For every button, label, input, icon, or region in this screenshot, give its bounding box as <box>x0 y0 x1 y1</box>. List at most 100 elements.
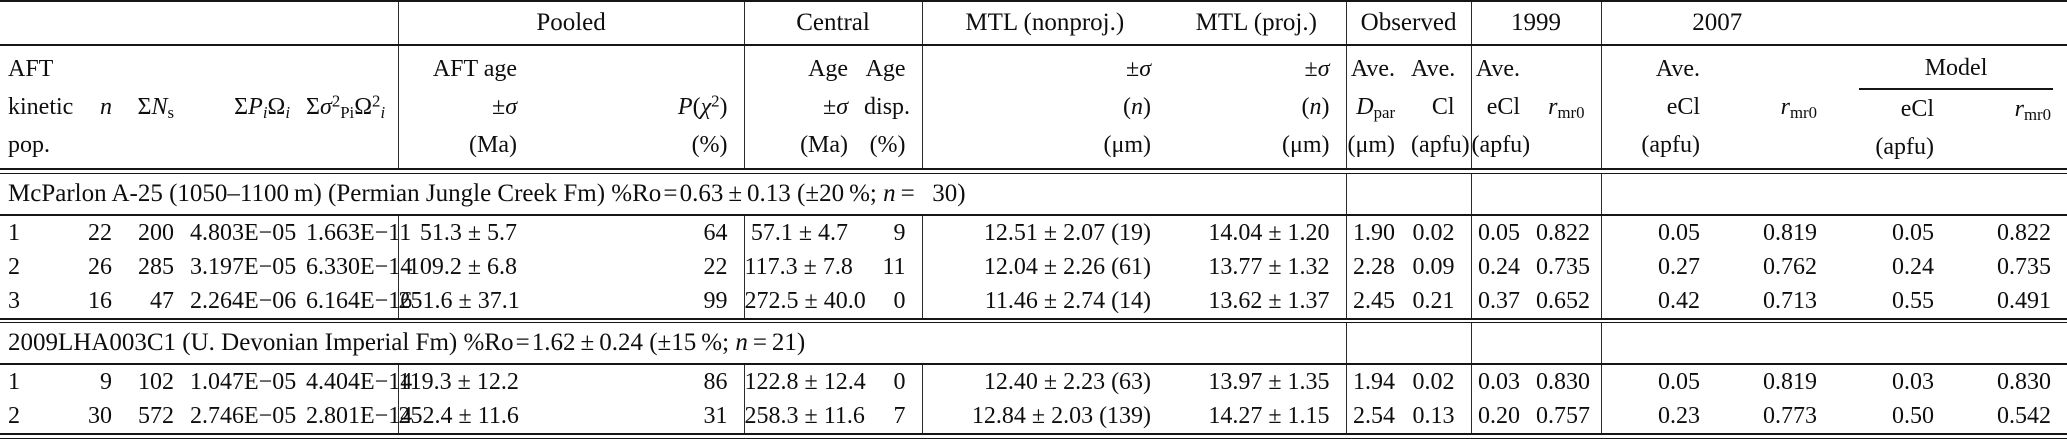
data-cell: 0.24 <box>1470 249 1537 284</box>
double-horizontal-rule <box>0 317 2067 323</box>
header-line: Ave. <box>1475 56 1521 82</box>
data-cell: 9 <box>893 219 906 246</box>
data-cell: 31 <box>703 403 728 429</box>
header-line: eCl rmr0 <box>1833 90 2067 128</box>
col-header-ecl-model: eCl <box>1900 96 1935 122</box>
table-body: McParlon A-25 (1050–1100 m) (Permian Jun… <box>0 168 2067 439</box>
data-cell: 0.05 <box>1600 365 1717 399</box>
data-cell: 3.197E−05 <box>190 253 297 280</box>
empty-cell <box>1600 173 2067 215</box>
data-cell: 0.652 <box>1536 287 1591 314</box>
col-header-pooled-age: AFT age ±σ (Ma) <box>397 45 534 169</box>
data-cell: 0.03 <box>1470 365 1537 399</box>
data-cell: 1.663E−11 <box>306 219 412 246</box>
data-cell: 2.264E−06 <box>190 287 297 314</box>
header-line: AFT <box>8 56 54 82</box>
col-header-sum-sigma-omega: Σσ2PiΩ2i <box>306 45 398 169</box>
data-cell: 86 <box>703 369 728 395</box>
data-cell: 0.50 <box>1892 403 1935 429</box>
data-cell: 99 <box>703 287 728 314</box>
data-cell: 6.164E−16 <box>306 287 413 314</box>
data-cell: 0.822 <box>1997 219 2052 246</box>
col-header-ecl-1999: Ave. eCl (apfu) <box>1470 45 1537 169</box>
header-line: Age <box>865 56 906 82</box>
data-cell: 64 <box>703 219 728 246</box>
data-cell: 572 <box>138 403 174 429</box>
data-cell: 13.77 ± 1.32 <box>1208 253 1330 280</box>
data-cell: 272.5 ± 40.0 <box>743 283 866 319</box>
data-cell: 12.84 ± 2.03 (139) <box>921 399 1168 434</box>
data-cell: 2.746E−05 <box>190 403 297 429</box>
header-line: ΣNs <box>137 94 174 123</box>
col-header-model-group: Model eCl rmr0 (apfu) <box>1833 45 2067 169</box>
data-cell: 0.55 <box>1892 287 1935 314</box>
data-cell: 2.54 <box>1345 399 1412 434</box>
data-cell: 0.20 <box>1470 399 1537 434</box>
data-cell: 0.42 <box>1600 283 1717 319</box>
data-cell: 119.3 ± 12.2 <box>397 365 534 399</box>
header-line: AFT age <box>432 56 518 82</box>
col-header-mtl-proj: ±σ (n) (μm) <box>1167 45 1346 169</box>
data-cell: 258.3 ± 11.6 <box>743 399 865 434</box>
data-cell: 0.09 <box>1412 253 1455 280</box>
col-header-rmr0-1999: rmr0 <box>1536 45 1601 169</box>
empty-cell <box>1600 322 2067 364</box>
header-line: ±σ <box>1304 56 1330 82</box>
group-header-mtl-nonproj: MTL (nonproj.) <box>921 1 1168 46</box>
data-cell: 12.40 ± 2.23 (63) <box>921 365 1168 399</box>
data-cell: 0.37 <box>1470 283 1537 319</box>
col-header-age-dispersion: Age disp. (%) <box>864 45 922 169</box>
data-cell: 4.803E−05 <box>190 219 297 246</box>
data-cell: 1 <box>8 369 20 395</box>
header-line <box>190 50 290 88</box>
data-cell: 0.21 <box>1412 287 1455 314</box>
data-cell: 57.1 ± 4.7 <box>743 215 865 250</box>
data-cell: 9 <box>100 369 112 395</box>
sample-header-row: McParlon A-25 (1050–1100 m) (Permian Jun… <box>0 173 2067 215</box>
data-cell: 12.04 ± 2.26 (61) <box>921 249 1168 284</box>
col-header-sum-pi-omega: ΣPiΩi <box>190 45 306 169</box>
header-line: rmr0 <box>1780 94 1818 123</box>
data-cell: 200 <box>138 219 174 246</box>
data-cell: 0.05 <box>1470 215 1537 250</box>
data-cell: 2.28 <box>1345 249 1412 284</box>
data-cell: 285 <box>138 253 174 280</box>
header-line: disp. <box>864 94 911 120</box>
group-header-mtl-proj: MTL (proj.) <box>1167 1 1347 46</box>
data-cell: 122.8 ± 12.4 <box>743 365 866 399</box>
double-horizontal-rule <box>0 317 2067 323</box>
empty-cell <box>1345 322 1472 364</box>
col-header-sum-ns: ΣNs <box>128 45 190 169</box>
empty-cell <box>1345 173 1472 215</box>
header-line: Ave. <box>1411 56 1456 82</box>
group-header-1999: 1999 <box>1470 1 1602 46</box>
header-line: Age <box>808 56 849 82</box>
header-line: (μm) <box>1347 132 1396 158</box>
col-header-cl: Ave. Cl (apfu) <box>1411 45 1471 169</box>
col-header-p-chi2: P(χ2) (%) <box>533 45 744 169</box>
header-line <box>533 50 728 88</box>
header-line: pop. <box>8 132 50 158</box>
header-line: (n) <box>1123 94 1152 120</box>
data-cell: 2.45 <box>1345 283 1412 319</box>
col-header-dpar: Ave. Dpar (μm) <box>1345 45 1412 169</box>
col-header-ecl-2007: Ave. eCl (apfu) <box>1600 45 1717 169</box>
header-line: (μm) <box>1282 132 1330 158</box>
header-line: P(χ2) <box>677 91 728 120</box>
header-line: Dpar <box>1356 94 1396 123</box>
data-cell: 1.90 <box>1345 215 1412 250</box>
group-header-2007: 2007 <box>1600 1 1834 46</box>
data-cell: 11 <box>882 253 906 280</box>
col-header-central-age: Age ±σ (Ma) <box>743 45 865 169</box>
header-line: (%) <box>869 132 906 158</box>
col-header-rmr0-model-units <box>1950 128 2067 166</box>
header-line: Σσ2PiΩ2i <box>306 91 386 123</box>
header-line: Ave. <box>1350 56 1396 82</box>
sample-title: McParlon A-25 (1050–1100 m) (Permian Jun… <box>8 179 966 207</box>
data-cell: 0.819 <box>1763 219 1818 246</box>
data-cell: 0.713 <box>1763 287 1818 314</box>
data-cell: 0 <box>893 287 906 314</box>
empty-cell <box>1833 1 2067 46</box>
data-cell: 22 <box>88 219 112 246</box>
